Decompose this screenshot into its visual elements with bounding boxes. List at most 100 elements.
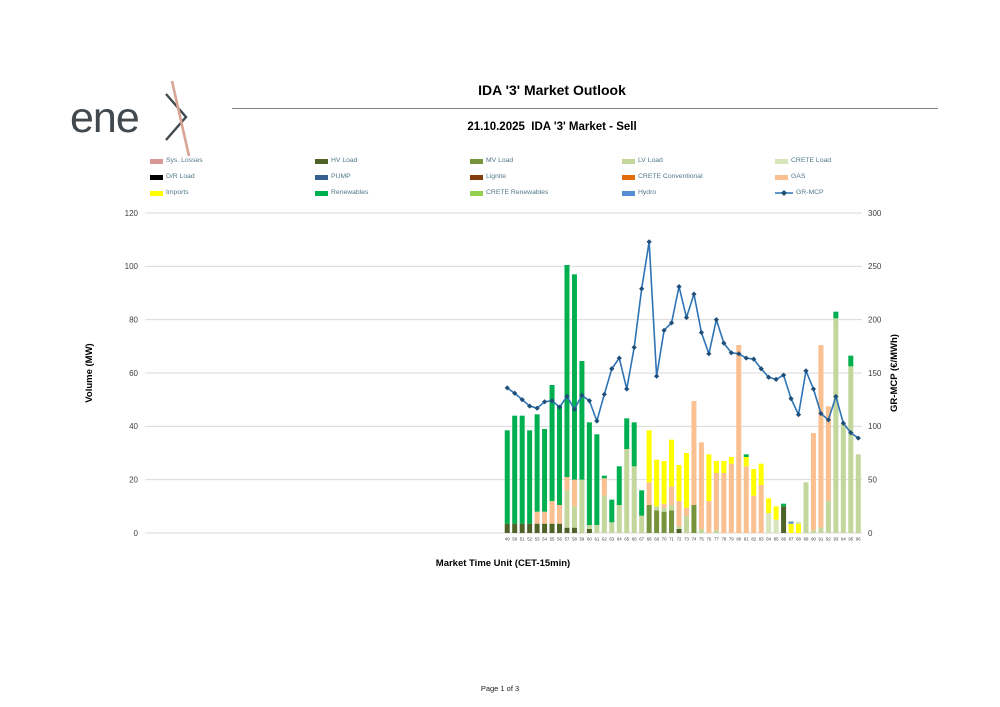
- x-tick-label: 62: [602, 537, 607, 542]
- legend-item-cren: CRETE Renewables: [470, 189, 548, 197]
- legend-color-swatch: [622, 174, 635, 180]
- legend-color-swatch: [150, 158, 163, 164]
- bar-segment-gas: [557, 505, 563, 524]
- bar-segment-gas: [698, 442, 704, 529]
- mcp-marker: [788, 396, 794, 402]
- x-tick-label: 60: [587, 537, 592, 542]
- y-left-tick-label: 40: [129, 422, 138, 431]
- legend-color-swatch: [470, 190, 483, 196]
- enex-logo: ene: [70, 80, 191, 157]
- mcp-marker: [706, 351, 712, 357]
- bar-segment-lv: [661, 507, 667, 512]
- bar-segment-ren: [848, 355, 854, 367]
- legend-label: CRETE Load: [791, 157, 832, 164]
- bar-segment-gas: [601, 478, 607, 496]
- bar-segment-imp: [766, 498, 772, 513]
- mcp-marker: [534, 405, 540, 411]
- x-tick-label: 88: [796, 537, 801, 542]
- bar-segment-hv: [571, 527, 577, 533]
- bar-segment-hv: [564, 527, 570, 533]
- y-right-tick-label: 250: [868, 262, 882, 271]
- mcp-marker: [631, 344, 637, 350]
- bar-segment-ren: [624, 418, 630, 449]
- legend-label: Renewables: [331, 189, 369, 196]
- x-tick-label: 64: [617, 537, 622, 542]
- x-tick-label: 95: [848, 537, 853, 542]
- bar-segment-imp: [743, 457, 749, 467]
- x-tick-labels: 49 50 51 52 53 54 55 56 57 58 59 60 61 62 63 64 65 66 67 68…: [505, 537, 861, 542]
- bar-segment-hv: [781, 506, 787, 533]
- bar-segment-hyd: [788, 521, 794, 524]
- x-tick-label: 91: [819, 537, 824, 542]
- bar-segment-imp: [683, 453, 689, 508]
- bar-segment-gas: [810, 433, 816, 531]
- x-tick-label: 59: [580, 537, 585, 542]
- bar-segment-hv: [519, 523, 525, 533]
- bar-segment-mv: [654, 510, 660, 533]
- x-tick-label: 68: [647, 537, 652, 542]
- mcp-marker: [609, 366, 615, 372]
- bar-segment-imp: [721, 461, 727, 473]
- x-tick-label: 54: [542, 537, 547, 542]
- x-tick-label: 61: [594, 537, 599, 542]
- x-tick-label: 70: [662, 537, 667, 542]
- bar-segment-lv: [624, 449, 630, 533]
- legend-color-swatch: [775, 158, 788, 164]
- y-right-tick-label: 100: [868, 422, 882, 431]
- bar-segment-imp: [796, 523, 802, 533]
- bar-segment-lv: [609, 522, 615, 533]
- mcp-marker: [803, 368, 809, 374]
- legend-item-mv: MV Load: [470, 157, 513, 165]
- bar-segment-lv: [669, 505, 675, 511]
- mcp-marker: [825, 417, 831, 423]
- x-tick-label: 89: [804, 537, 809, 542]
- bar-segment-gas: [751, 495, 757, 533]
- mcp-marker: [541, 399, 548, 405]
- page-title: IDA '3' Market Outlook: [478, 82, 626, 98]
- bar-segment-crete: [796, 521, 802, 524]
- bar-segment-mv: [661, 511, 667, 533]
- bar-segment-lv: [654, 506, 660, 511]
- stacked-bars: [504, 265, 861, 533]
- mcp-marker: [564, 393, 570, 400]
- bar-segment-gas: [728, 463, 734, 533]
- bar-segment-imp: [676, 465, 682, 501]
- bar-segment-gas: [676, 501, 682, 527]
- legend-label: PUMP: [331, 173, 351, 180]
- x-tick-label: 74: [692, 537, 697, 542]
- bar-segment-gas: [743, 466, 749, 533]
- x-tick-label: 69: [654, 537, 659, 542]
- y-right-tick-label: 150: [868, 369, 882, 378]
- mcp-marker: [556, 404, 563, 410]
- bar-segment-ren: [586, 422, 592, 525]
- bar-segment-gas: [669, 486, 675, 505]
- legend-color-swatch: [622, 158, 635, 164]
- x-tick-label: 78: [721, 537, 726, 542]
- bar-segment-mv: [646, 505, 652, 533]
- x-tick-label: 55: [550, 537, 555, 542]
- mcp-marker: [758, 366, 764, 372]
- mcp-marker: [519, 397, 525, 403]
- bar-segment-ren: [549, 385, 555, 501]
- bar-segment-lv: [579, 479, 585, 533]
- logo-accent-stroke: [170, 80, 191, 157]
- y-right-tick-label: 200: [868, 315, 882, 324]
- x-tick-label: 53: [535, 537, 540, 542]
- x-tick-label: 93: [833, 537, 838, 542]
- mcp-marker: [810, 386, 817, 392]
- bar-segment-ren: [616, 466, 622, 505]
- x-tick-label: 90: [811, 537, 816, 542]
- bar-segment-lv: [616, 505, 622, 533]
- legend-line-swatch: [775, 190, 793, 196]
- bar-segment-hv: [676, 529, 682, 533]
- bar-segment-ren: [594, 434, 600, 525]
- bar-segment-lv: [601, 495, 607, 533]
- bar-segment-imp: [646, 430, 652, 483]
- mcp-marker: [773, 376, 779, 382]
- mcp-marker: [676, 284, 682, 290]
- mcp-marker: [721, 340, 727, 346]
- mcp-marker: [549, 398, 555, 404]
- page-subtitle: 21.10.2025 IDA '3' Market - Sell: [467, 121, 637, 133]
- y-right-tick-label: 300: [868, 209, 882, 218]
